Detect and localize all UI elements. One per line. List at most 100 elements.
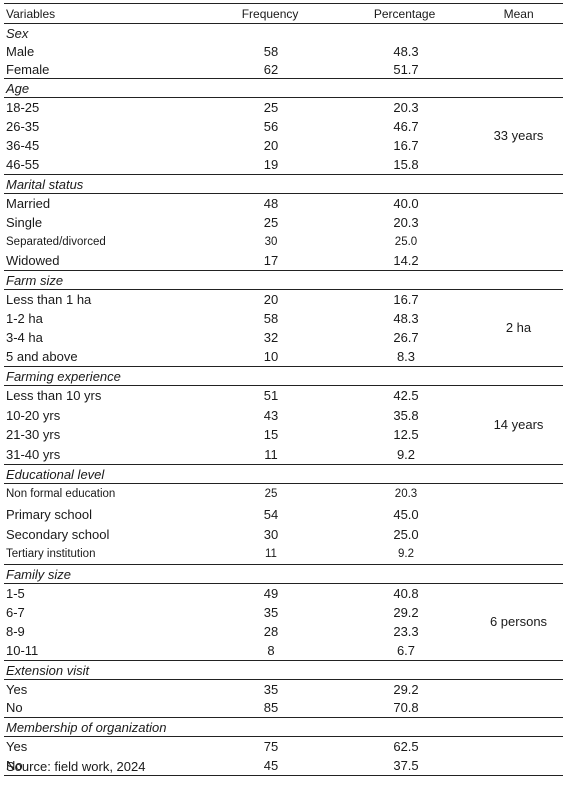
row-percentage: 40.0 [393,196,419,211]
row-label: 18-25 [6,100,40,115]
row-frequency: 20 [263,292,279,307]
row-frequency: 35 [263,605,279,620]
row-frequency: 10 [263,349,279,364]
table-row: Female 62 51.7 [4,60,563,78]
row-frequency: 15 [263,427,279,443]
row-percentage: 20.3 [393,100,419,115]
demographics-table: Variables Frequency Percentage Mean Sex M… [4,3,563,776]
section-title: Marital status [6,176,84,192]
section-title: Farming experience [6,368,121,384]
section-header: Age [4,79,563,98]
row-frequency: 25 [264,488,278,500]
row-percentage: 16.7 [393,138,419,153]
row-frequency: 8 [267,643,275,658]
row-frequency: 30 [263,526,279,542]
row-frequency: 62 [263,61,279,77]
section-mean: 14 years [493,417,544,432]
row-frequency: 25 [263,100,279,115]
header-frequency: Frequency [241,6,299,21]
row-frequency: 49 [263,586,279,601]
row-frequency: 28 [263,624,279,639]
section-title: Extension visit [6,662,90,678]
row-percentage: 20.3 [394,488,418,500]
table-row: 10-11 8 6.7 [4,641,563,660]
section-rows: Male 58 48.3 Female 62 51.7 [4,42,563,79]
row-percentage: 16.7 [393,292,419,307]
row-label: Less than 10 yrs [6,388,102,404]
row-frequency: 85 [263,700,279,716]
row-frequency: 43 [263,407,279,423]
section-mean: 2 ha [505,320,532,335]
table-row: Secondary school 30 25.0 [4,524,563,544]
row-label: 10-11 [6,643,39,658]
row-label: Non formal education [6,488,116,500]
table-header: Variables Frequency Percentage Mean [4,3,563,24]
header-mean: Mean [503,6,534,21]
section-mean: 6 persons [489,614,548,629]
section-rows: Non formal education 25 20.3 Primary school… [4,484,563,565]
table-row: 1-5 49 40.8 [4,584,563,603]
row-percentage: 48.3 [393,311,419,326]
row-percentage: 12.5 [393,427,419,443]
row-label: Separated/divorced [6,235,106,248]
row-label: 46-55 [6,157,40,172]
row-label: 36-45 [6,138,40,153]
row-percentage: 20.3 [393,215,419,230]
row-label: Secondary school [6,526,110,542]
section-rows: Yes 35 29.2 No 85 70.8 [4,680,563,718]
section-title: Membership of organization [6,719,167,735]
row-label: Widowed [6,253,60,268]
row-frequency: 56 [263,119,279,134]
section-title: Family size [6,566,72,582]
row-label: Single [6,215,43,230]
table-row: 8-9 28 23.3 [4,622,563,641]
section-rows: Yes 75 62.5 No 45 37.5 [4,737,563,776]
table-row: 1-2 ha 58 48.3 [4,309,563,328]
row-percentage: 37.5 [393,758,419,773]
table-row: No 45 37.5 [4,756,563,775]
section-rows: Married 48 40.0 Single 25 20.3 Separated/divor… [4,194,563,271]
row-label: Primary school [6,506,92,522]
row-percentage: 6.7 [396,643,416,658]
section-header: Membership of organization [4,718,563,737]
row-label: No [6,700,23,716]
row-percentage: 26.7 [393,330,419,345]
table-row: Widowed 17 14.2 [4,251,563,270]
row-percentage: 40.8 [393,586,419,601]
row-label: Yes [6,739,28,754]
header-variables: Variables [6,6,56,21]
table-row: Less than 1 ha 20 16.7 [4,290,563,309]
row-frequency: 35 [263,681,279,697]
section-header: Farm size [4,271,563,290]
row-frequency: 51 [263,388,279,404]
section-title: Farm size [6,272,64,288]
row-label: Yes [6,681,28,697]
table-row: 5 and above 10 8.3 [4,347,563,366]
row-label: Tertiary institution [6,548,96,560]
row-percentage: 23.3 [393,624,419,639]
row-frequency: 58 [263,43,279,59]
row-frequency: 25 [263,215,279,230]
row-percentage: 9.2 [396,446,416,462]
table-row: 31-40 yrs 11 9.2 [4,445,563,465]
table-row: Yes 35 29.2 [4,680,563,699]
table-row: 10-20 yrs 43 35.8 [4,406,563,426]
row-label: 5 and above [6,349,78,364]
row-label: 3-4 ha [6,330,43,345]
row-frequency: 11 [264,446,278,462]
section-title: Educational level [6,466,105,482]
row-percentage: 29.2 [393,681,419,697]
source-note: Source: field work, 2024 [6,759,146,774]
row-label: Less than 1 ha [6,292,92,307]
row-percentage: 25.0 [393,526,419,542]
section-header: Sex [4,24,563,42]
header-percentage: Percentage [373,6,436,21]
row-percentage: 70.8 [393,700,419,716]
table-row: Married 48 40.0 [4,194,563,213]
table-row: Yes 75 62.5 [4,737,563,756]
row-percentage: 45.0 [393,506,419,522]
table-row: 6-7 35 29.2 [4,603,563,622]
section-header: Educational level [4,465,563,484]
row-percentage: 15.8 [393,157,419,172]
row-label: 1-5 [6,586,25,601]
